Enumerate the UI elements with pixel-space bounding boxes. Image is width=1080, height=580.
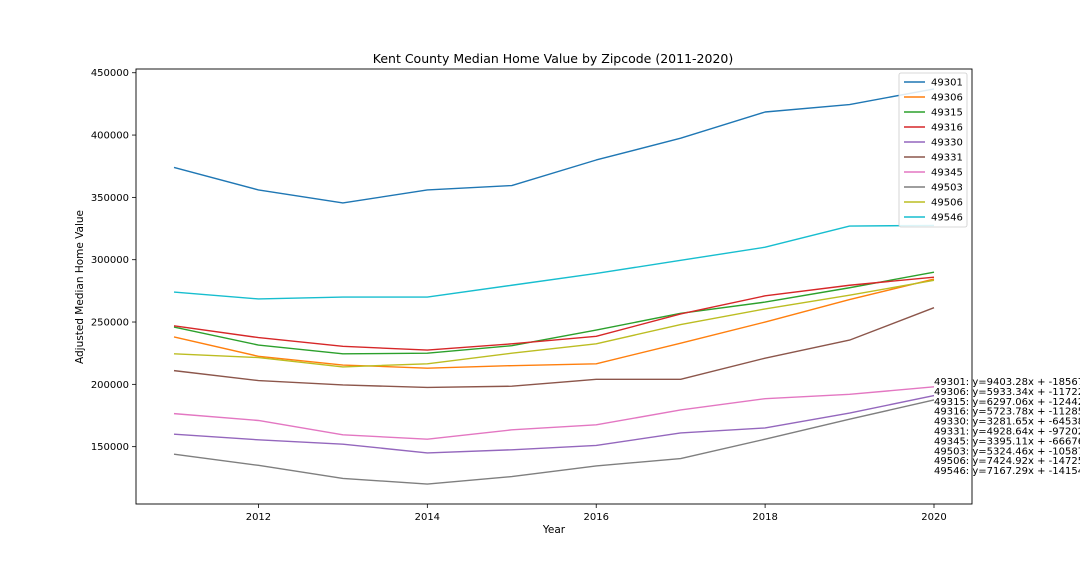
series-line-49331 (173, 307, 935, 389)
series-line-49345 (173, 386, 935, 440)
x-tick-label: 2018 (752, 512, 777, 523)
y-tick-label: 150000 (91, 442, 129, 453)
y-tick-label: 350000 (91, 193, 129, 204)
series-line-49546 (173, 224, 935, 300)
y-tick-label: 250000 (91, 318, 129, 329)
legend-label-49503: 49503 (931, 183, 963, 194)
x-tick-label: 2012 (246, 512, 271, 523)
legend-label-49546: 49546 (931, 213, 963, 224)
series-layer (173, 88, 935, 485)
x-tick-label: 2014 (415, 512, 440, 523)
x-tick-label: 2016 (583, 512, 608, 523)
legend-label-49306: 49306 (931, 93, 963, 104)
legend-label-49345: 49345 (931, 168, 963, 179)
trend-equation-annotation: 49503: y=5324.46x + -10587 (934, 446, 1080, 457)
trend-equation-annotation: 49345: y=3395.11x + -66676 (934, 436, 1080, 447)
trend-equation-annotation: 49506: y=7424.92x + -14725 (934, 456, 1080, 467)
legend-label-49301: 49301 (931, 78, 963, 89)
series-line-49330 (173, 394, 935, 454)
trend-equation-annotation: 49331: y=4928.64x + -97202 (934, 427, 1080, 438)
trend-equation-annotation: 49330: y=3281.65x + -64538 (934, 417, 1080, 428)
series-line-49316 (173, 276, 935, 351)
legend-label-49330: 49330 (931, 138, 963, 149)
y-tick-label: 400000 (91, 131, 129, 142)
x-axis: 2012 2014 2016 2018 2020 (246, 504, 947, 523)
legend-label-49331: 49331 (931, 153, 963, 164)
legend-label-49506: 49506 (931, 198, 963, 209)
y-axis: 150000 200000 250000 300000 350000 400000 4500… (91, 68, 136, 453)
series-line-49315 (173, 271, 935, 355)
series-line-49301 (173, 88, 935, 204)
y-axis-label: Adjusted Median Home Value (74, 210, 86, 364)
legend-label-49316: 49316 (931, 123, 963, 134)
x-tick-label: 2020 (921, 512, 946, 523)
legend: 49301 49306 49315 49316 49330 49331 49345 49503… (898, 72, 968, 228)
trend-equation-annotation: 49546: y=7167.29x + -14154 (934, 466, 1080, 477)
trend-equation-annotation: 49316: y=5723.78x + -11285 (934, 407, 1080, 418)
plot-area (135, 68, 973, 505)
series-line-49306 (173, 278, 935, 369)
trend-equation-annotation: 49301: y=9403.28x + -18567 (934, 377, 1080, 388)
trend-equation-annotation: 49306: y=5933.34x + -11722 (934, 387, 1080, 398)
x-axis-label: Year (542, 524, 566, 536)
chart-title: Kent County Median Home Value by Zipcode… (373, 51, 733, 66)
legend-label-49315: 49315 (931, 108, 963, 119)
y-tick-label: 300000 (91, 255, 129, 266)
y-tick-label: 450000 (91, 68, 129, 79)
trend-equation-annotation: 49315: y=6297.06x + -12442 (934, 397, 1080, 408)
series-line-49506 (173, 279, 935, 368)
y-tick-label: 200000 (91, 380, 129, 391)
series-line-49503 (173, 399, 935, 485)
